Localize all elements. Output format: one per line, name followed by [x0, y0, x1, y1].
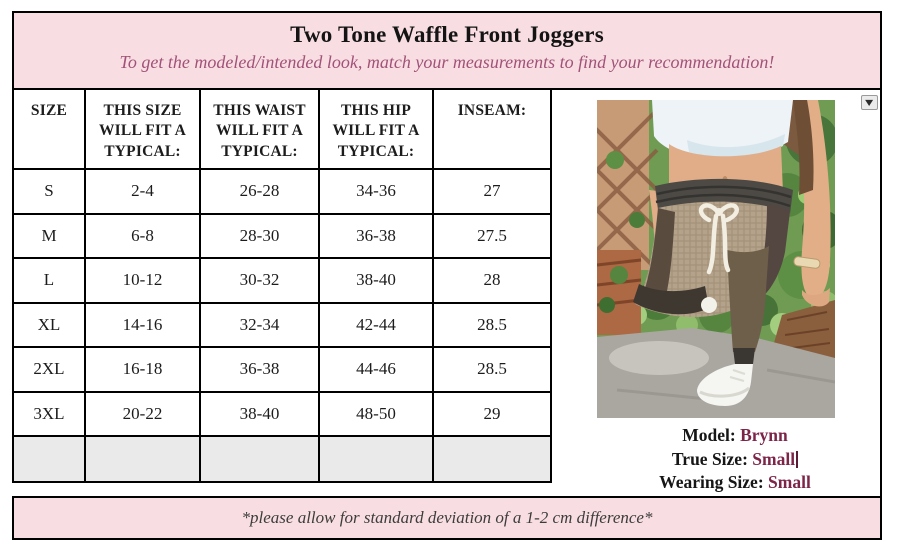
footer-note: *please allow for standard deviation of …: [241, 508, 653, 527]
table-header-row: SIZE THIS SIZE WILL FIT A TYPICAL: THIS …: [12, 88, 552, 170]
cell-size: 2XL: [12, 346, 86, 393]
cell-waist: 26-28: [199, 168, 320, 215]
cell-size: L: [12, 257, 86, 304]
cell-size: 3XL: [12, 390, 86, 437]
cell-hip: 48-50: [318, 390, 434, 437]
cell-fits: 16-18: [84, 346, 201, 393]
true-size-line: True Size: Small: [600, 448, 870, 472]
cell-inseam: 29: [432, 390, 552, 437]
table-row-xl: XL 14-16 32-34 42-44 28.5: [12, 301, 552, 348]
cell-fits: 10-12: [84, 257, 201, 304]
model-info: Model: Brynn True Size: Small Wearing Si…: [600, 424, 870, 495]
content-right-border: [880, 88, 882, 498]
model-label: Model:: [682, 425, 736, 445]
cell-inseam: 27.5: [432, 212, 552, 259]
cell-inseam: 28: [432, 257, 552, 304]
cell-size: XL: [12, 301, 86, 348]
cell-waist: 36-38: [199, 346, 320, 393]
text-cursor: [796, 450, 799, 468]
cell-fits: 2-4: [84, 168, 201, 215]
wearing-size-value: Small: [768, 472, 811, 492]
table-row-2xl: 2XL 16-18 36-38 44-46 28.5: [12, 346, 552, 393]
cell-fits: 6-8: [84, 212, 201, 259]
cell-size: S: [12, 168, 86, 215]
col-header-waist: THIS WAIST WILL FIT A TYPICAL:: [199, 88, 320, 170]
empty-cell: [432, 435, 552, 483]
table-empty-row: [12, 435, 552, 483]
model-value: Brynn: [740, 425, 788, 445]
cell-waist: 38-40: [199, 390, 320, 437]
table-row-l: L 10-12 30-32 38-40 28: [12, 257, 552, 304]
size-chart-table: SIZE THIS SIZE WILL FIT A TYPICAL: THIS …: [12, 88, 552, 483]
cell-waist: 28-30: [199, 212, 320, 259]
product-panel: ▼: [552, 90, 880, 498]
wearing-size-label: Wearing Size:: [659, 472, 764, 492]
page-subtitle: To get the modeled/intended look, match …: [119, 52, 775, 72]
true-size-value: Small: [752, 448, 796, 469]
cell-size: M: [12, 212, 86, 259]
empty-cell: [12, 435, 86, 483]
table-row-m: M 6-8 28-30 36-38 27.5: [12, 212, 552, 259]
table-row-s: S 2-4 26-28 34-36 27: [12, 168, 552, 215]
col-header-fits: THIS SIZE WILL FIT A TYPICAL:: [84, 88, 201, 170]
col-header-size: SIZE: [12, 88, 86, 170]
footer: *please allow for standard deviation of …: [12, 496, 882, 540]
empty-cell: [199, 435, 320, 483]
cell-fits: 14-16: [84, 301, 201, 348]
cell-hip: 42-44: [318, 301, 434, 348]
cell-inseam: 28.5: [432, 346, 552, 393]
cell-hip: 44-46: [318, 346, 434, 393]
cell-fits: 20-22: [84, 390, 201, 437]
table-row-3xl: 3XL 20-22 38-40 48-50 29: [12, 390, 552, 437]
dropdown-arrow-button[interactable]: ▼: [861, 95, 878, 110]
cell-waist: 30-32: [199, 257, 320, 304]
page-title: Two Tone Waffle Front Joggers: [290, 22, 604, 47]
dropdown-arrow-icon: ▼: [865, 97, 874, 107]
cell-inseam: 28.5: [432, 301, 552, 348]
cell-hip: 34-36: [318, 168, 434, 215]
empty-cell: [84, 435, 201, 483]
col-header-inseam: INSEAM:: [432, 88, 552, 170]
cell-hip: 36-38: [318, 212, 434, 259]
product-photo: [585, 100, 842, 418]
col-header-hip: THIS HIP WILL FIT A TYPICAL:: [318, 88, 434, 170]
true-size-label: True Size:: [671, 448, 748, 469]
empty-cell: [318, 435, 434, 483]
cell-hip: 38-40: [318, 257, 434, 304]
cell-inseam: 27: [432, 168, 552, 215]
wearing-size-line: Wearing Size: Small: [600, 471, 870, 495]
header: Two Tone Waffle Front Joggers To get the…: [12, 11, 882, 90]
model-line: Model: Brynn: [600, 424, 870, 448]
cell-waist: 32-34: [199, 301, 320, 348]
